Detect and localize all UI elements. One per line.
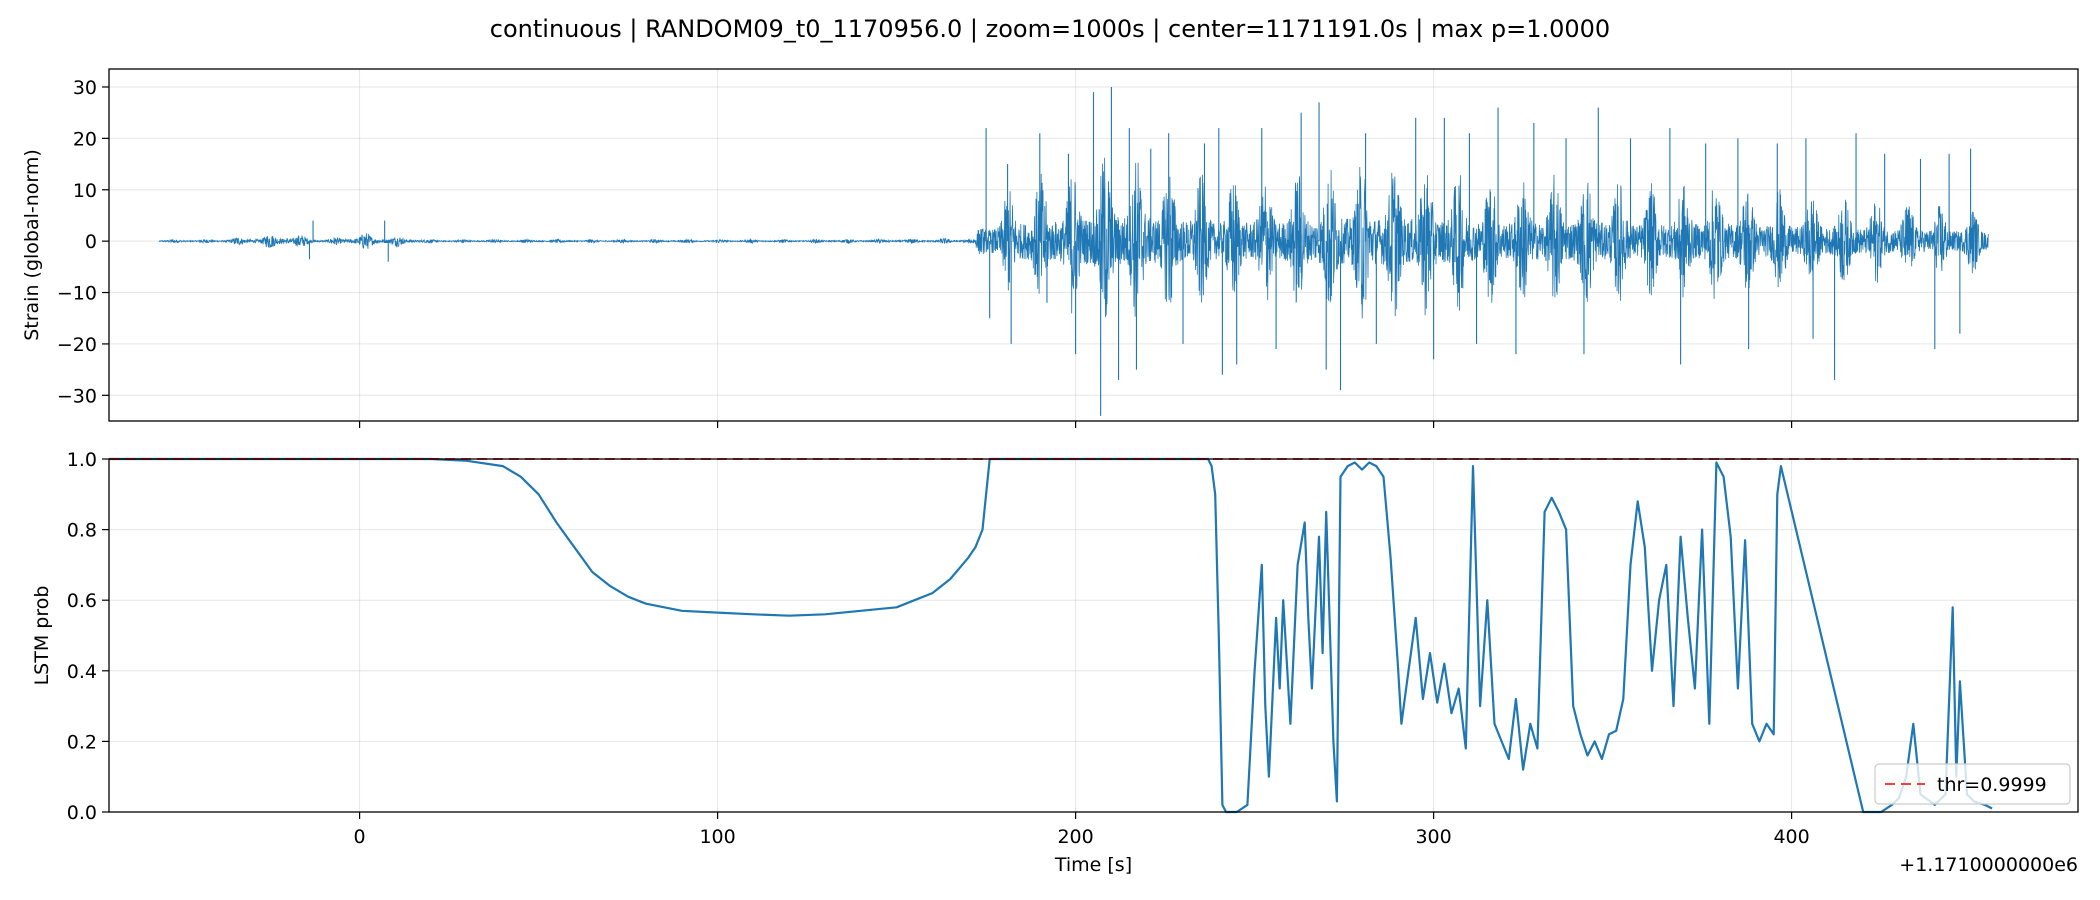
strain-trace xyxy=(158,157,1989,319)
prob-trace xyxy=(109,457,1993,814)
y-tick-label: 0 xyxy=(85,231,97,253)
y-tick-label: 0.8 xyxy=(67,520,97,542)
y-tick-label: 0.0 xyxy=(67,802,97,824)
strain-y-axis-label: Strain (global-norm) xyxy=(21,149,43,341)
x-tick-label: 0 xyxy=(354,826,366,848)
y-tick-label: 30 xyxy=(73,77,97,99)
legend-threshold-label: thr=0.9999 xyxy=(1937,774,2047,796)
y-tick-label: 0.2 xyxy=(67,731,97,753)
y-tick-label: 1.0 xyxy=(67,449,97,471)
y-tick-label: −10 xyxy=(57,283,97,305)
prob-axes: 0 100 200 300 400 0.0 0.2 0.4 0.6 0.8 1.0 LSTM pro… xyxy=(31,449,2079,876)
x-tick-label: 100 xyxy=(699,826,735,848)
y-tick-label: 0.4 xyxy=(67,661,97,683)
prob-ticks: 0 100 200 300 400 0.0 0.2 0.4 0.6 0.8 1.0 xyxy=(67,449,1810,848)
prob-y-axis-label: LSTM prob xyxy=(31,586,53,686)
legend: thr=0.9999 xyxy=(1874,763,2071,805)
y-tick-label: 20 xyxy=(73,128,97,150)
strain-axes: −30 −20 −10 0 10 20 30 Strain (global-norm) xyxy=(21,68,2079,428)
x-axis-label: Time [s] xyxy=(1054,854,1132,876)
strain-ticks: −30 −20 −10 0 10 20 30 xyxy=(57,77,1793,428)
prob-series xyxy=(109,457,1993,814)
y-tick-label: 10 xyxy=(73,180,97,202)
y-tick-label: −20 xyxy=(57,334,97,356)
x-tick-label: 200 xyxy=(1057,826,1093,848)
x-tick-label: 300 xyxy=(1415,826,1451,848)
x-axis-offset-label: +1.1710000000e6 xyxy=(1899,854,2078,876)
y-tick-label: −30 xyxy=(57,385,97,407)
x-tick-label: 400 xyxy=(1773,826,1809,848)
y-tick-label: 0.6 xyxy=(67,590,97,612)
strain-axes-frame xyxy=(108,68,2079,422)
strain-series xyxy=(158,86,1989,416)
legend-box xyxy=(1874,763,2071,805)
figure-title: continuous | RANDOM09_t0_1170956.0 | zoo… xyxy=(490,15,1610,43)
prob-axes-frame xyxy=(108,458,2079,813)
